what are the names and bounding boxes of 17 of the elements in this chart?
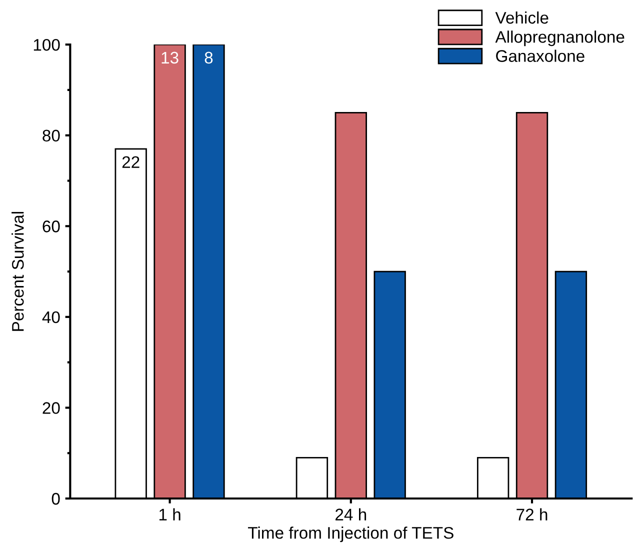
y-tick-label: 60 — [42, 220, 60, 232]
annotation: 13 — [162, 52, 178, 64]
legend-label: Allopregnanolone — [495, 30, 624, 46]
y-tick-label: 100 — [34, 38, 60, 51]
y-axis-title: Percent Survival — [12, 212, 24, 331]
y-tick-label: 0 — [52, 492, 60, 505]
y-tick-label: 40 — [42, 311, 60, 324]
legend-label: Ganaxolone — [496, 50, 584, 62]
annotation: 8 — [204, 52, 213, 64]
x-tick-label: 24 h — [336, 508, 366, 520]
y-tick-label: 80 — [42, 130, 60, 142]
x-tick-label: 1 h — [159, 508, 180, 520]
x-tick-label: 72 h — [516, 508, 548, 520]
x-axis-title: Time from Injection of TETS — [248, 526, 454, 542]
y-tick-label: 20 — [42, 402, 60, 414]
annotation: 22 — [122, 156, 140, 168]
legend-label: Vehicle — [495, 11, 548, 24]
